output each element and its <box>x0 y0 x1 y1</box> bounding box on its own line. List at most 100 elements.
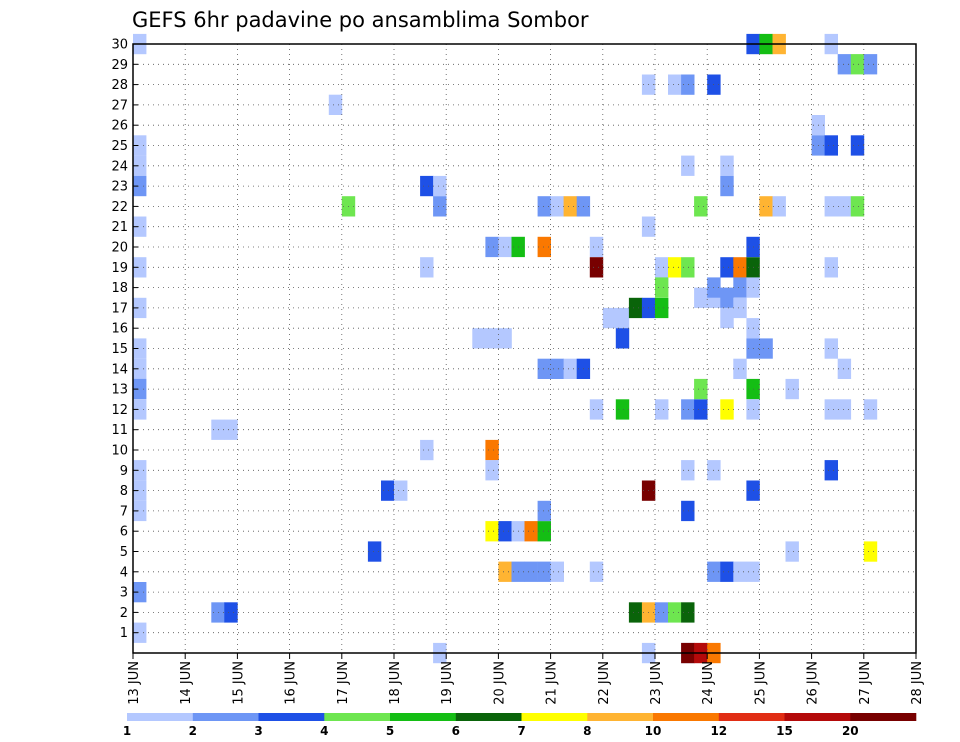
x-tick-label: 22 JUN <box>597 661 612 705</box>
precip-cell <box>589 236 604 258</box>
colorbar-legend: 1 2 3 4 5 6 7 8 10 12 15 20 <box>123 713 917 738</box>
precip-cell <box>863 54 878 75</box>
precip-cell <box>681 257 695 278</box>
y-tick-label: 28 <box>111 78 128 93</box>
precip-cell <box>563 358 577 379</box>
precip-cell <box>537 500 551 522</box>
precip-cell <box>850 196 865 217</box>
precip-cell <box>433 175 447 197</box>
colorbar-label: 15 <box>776 724 793 738</box>
x-tick-label: 17 JUN <box>336 661 351 705</box>
precip-cell <box>420 175 434 197</box>
precip-cell <box>824 135 838 156</box>
colorbar-label: 3 <box>254 724 262 738</box>
precip-cell <box>720 561 734 582</box>
colorbar-swatch <box>521 713 588 721</box>
precip-cell <box>837 358 852 379</box>
precip-cell <box>394 480 408 501</box>
precip-cell <box>681 460 695 481</box>
precip-cell <box>681 74 695 95</box>
precip-cell <box>733 257 747 278</box>
precip-cell <box>133 399 147 420</box>
precip-cell <box>733 358 747 379</box>
precip-cell <box>681 155 695 176</box>
precipitation-cells <box>133 33 878 664</box>
precip-cell <box>550 561 564 582</box>
precip-cell <box>537 358 551 379</box>
y-tick-label: 10 <box>111 444 128 459</box>
precip-cell <box>759 196 773 217</box>
precip-cell <box>485 521 499 542</box>
precip-cell <box>133 622 147 643</box>
y-tick-label: 19 <box>111 261 128 276</box>
y-tick-label: 29 <box>111 58 128 73</box>
precip-cell <box>772 196 786 217</box>
precip-cell <box>589 257 604 278</box>
y-tick-label: 5 <box>120 545 128 560</box>
precip-cell <box>224 602 238 623</box>
precip-cell <box>824 460 838 481</box>
colorbar-swatch <box>784 713 851 721</box>
precip-cell <box>837 54 852 75</box>
precip-cell <box>133 155 147 176</box>
precip-cell <box>615 307 630 329</box>
precip-cell <box>133 378 147 400</box>
precip-cell <box>628 602 643 623</box>
x-tick-label: 13 JUN <box>127 661 142 705</box>
x-tick-label: 19 JUN <box>440 661 455 705</box>
precip-cell <box>328 94 343 115</box>
y-tick-label: 16 <box>111 322 128 337</box>
colorbar-label: 2 <box>189 724 197 738</box>
y-tick-label: 14 <box>111 362 128 377</box>
x-tick-label: 27 JUN <box>858 661 873 705</box>
y-tick-label: 23 <box>111 180 128 195</box>
colorbar-label: 7 <box>517 724 525 738</box>
precip-cell <box>589 561 604 582</box>
precip-cell <box>694 287 708 308</box>
precip-cell <box>133 338 147 359</box>
precip-cell <box>863 541 878 562</box>
colorbar-label: 10 <box>645 724 662 738</box>
colorbar-swatch <box>192 713 259 721</box>
x-tick-label: 28 JUN <box>910 661 925 705</box>
precip-cell <box>733 277 747 298</box>
x-tick-label: 24 JUN <box>701 661 716 705</box>
y-tick-label: 21 <box>111 220 128 235</box>
y-tick-label: 22 <box>111 200 128 215</box>
precip-cell <box>668 257 682 278</box>
precip-cell <box>837 399 852 420</box>
y-tick-label: 25 <box>111 139 128 154</box>
precip-cell <box>824 399 838 420</box>
x-tick-label: 23 JUN <box>649 661 664 705</box>
y-tick-label: 24 <box>111 159 128 174</box>
x-axis: 13 JUN 14 JUN 15 JUN 16 JUN 17 JUN 18 JUN 19 J… <box>127 653 925 705</box>
precip-cell <box>824 257 838 278</box>
x-tick-label: 14 JUN <box>179 661 194 705</box>
precip-cell <box>668 74 682 95</box>
y-tick-label: 27 <box>111 98 128 113</box>
precip-cell <box>133 460 147 481</box>
precip-cell <box>615 328 630 349</box>
y-tick-label: 9 <box>120 464 128 479</box>
y-tick-label: 12 <box>111 403 128 418</box>
precip-cell <box>628 297 643 319</box>
y-tick-label: 1 <box>120 626 128 641</box>
colorbar-swatch <box>390 713 456 721</box>
precip-cell <box>472 328 486 349</box>
precip-cell <box>720 155 734 176</box>
precip-cell <box>850 135 865 156</box>
precip-cell <box>485 236 499 258</box>
precip-cell <box>550 358 564 379</box>
colorbar-label: 12 <box>710 724 727 738</box>
x-tick-label: 26 JUN <box>806 661 821 705</box>
colorbar-swatch <box>587 713 654 721</box>
colorbar-swatch <box>850 713 917 721</box>
precip-cell <box>498 561 512 582</box>
y-tick-label: 30 <box>111 38 128 53</box>
precip-cell <box>524 561 538 582</box>
precip-cell <box>655 399 669 420</box>
x-tick-label: 15 JUN <box>231 661 246 705</box>
colorbar-swatch <box>324 713 391 721</box>
precip-cell <box>785 378 799 400</box>
